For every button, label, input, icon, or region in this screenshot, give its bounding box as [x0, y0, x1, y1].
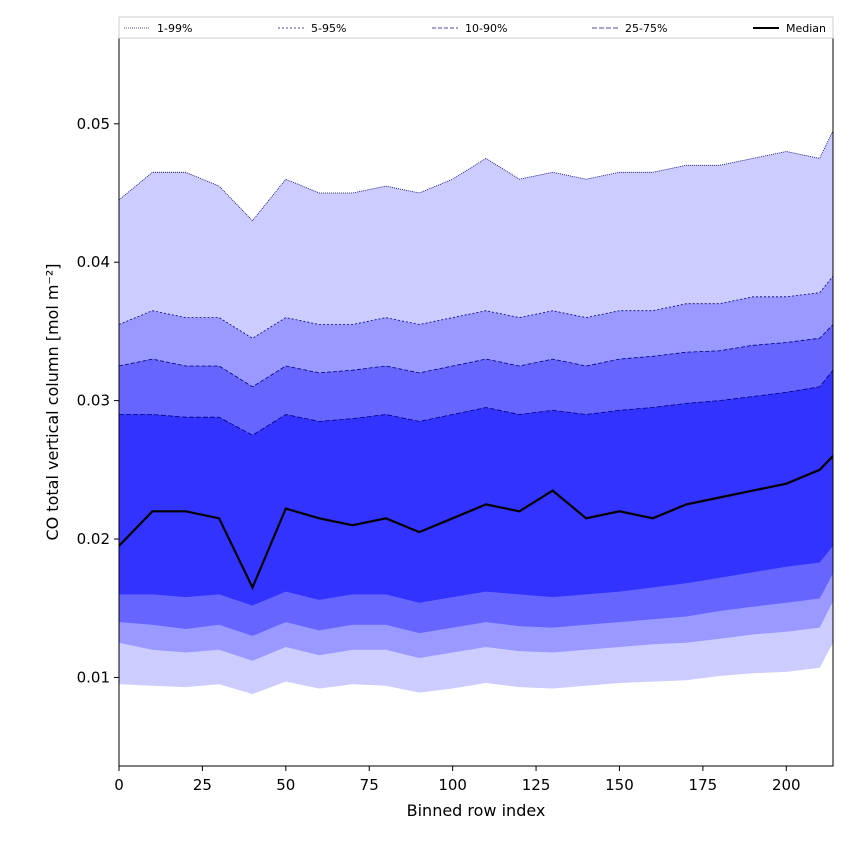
- y-tick-label: 0.05: [77, 115, 110, 133]
- x-tick-label: 150: [605, 776, 634, 794]
- plot-area: [119, 130, 833, 694]
- band-25-75-upper-edge: [119, 369, 833, 436]
- x-tick-label: 175: [689, 776, 718, 794]
- axis-ticks: 0 25 50 75 100 125 150 175 200 0.01 0.02 0.03 0.04 0.…: [77, 115, 801, 794]
- y-tick-label: 0.03: [77, 392, 110, 410]
- legend-label: 10-90%: [465, 22, 507, 35]
- band-1-99-upper-edge: [119, 130, 833, 222]
- x-tick-label: 0: [114, 776, 124, 794]
- y-tick-label: 0.04: [77, 253, 110, 271]
- legend-label: Median: [786, 22, 826, 35]
- x-tick-label: 50: [276, 776, 295, 794]
- x-axis-label: Binned row index: [407, 801, 546, 820]
- band-5-95-upper-edge: [119, 275, 833, 339]
- x-tick-label: 200: [772, 776, 801, 794]
- y-tick-label: 0.01: [77, 668, 110, 686]
- x-tick-label: 75: [360, 776, 379, 794]
- band-25-75: [119, 370, 833, 606]
- band-10-90-upper-edge: [119, 324, 833, 388]
- legend-frame: [118, 16, 834, 39]
- x-tick-label: 100: [438, 776, 467, 794]
- x-tick-label: 25: [193, 776, 212, 794]
- legend: 1-99% 5-95% 10-90% 25-75% Median: [118, 16, 834, 39]
- legend-label: 1-99%: [157, 22, 192, 35]
- y-tick-label: 0.02: [77, 530, 110, 548]
- y-axis-label: CO total vertical column [mol m⁻²]: [43, 263, 62, 540]
- legend-label: 25-75%: [625, 22, 667, 35]
- legend-label: 5-95%: [311, 22, 346, 35]
- median-line: [119, 455, 833, 591]
- x-tick-label: 125: [522, 776, 551, 794]
